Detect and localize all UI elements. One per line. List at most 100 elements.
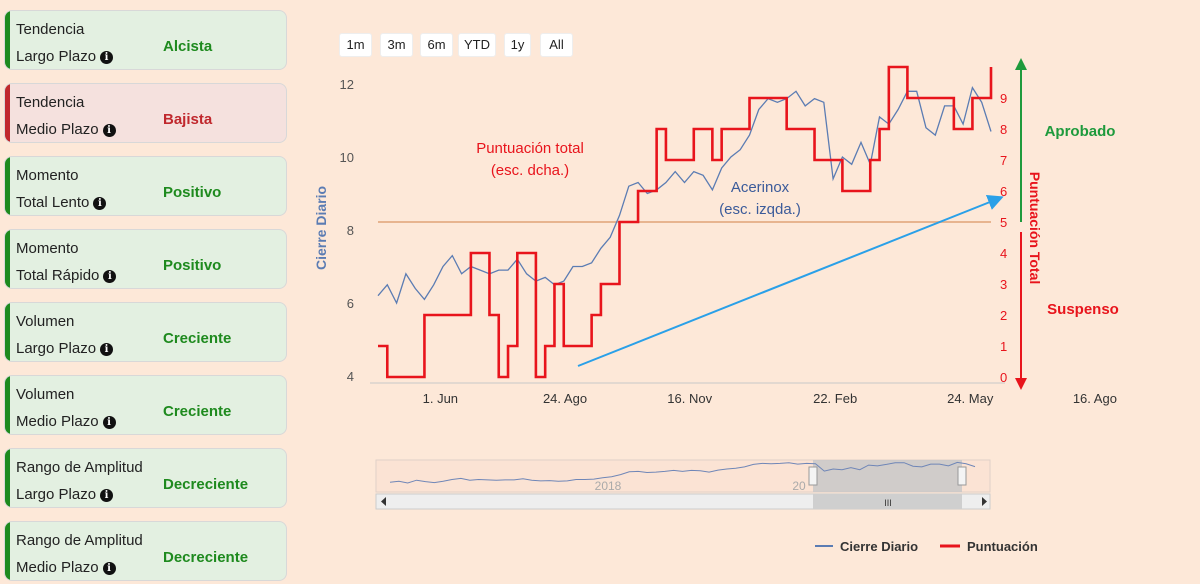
info-icon[interactable]: i [103, 270, 117, 283]
indicator-status: Creciente [163, 330, 232, 347]
indicator-subtitle: Medio Plazo [16, 413, 99, 430]
info-icon[interactable]: i [100, 489, 114, 502]
price-score-chart: 1. Jun 24. Ago 16. Nov 22. Feb 24. May 16. Ag… [313, 58, 1119, 554]
indicator-status: Decreciente [163, 549, 249, 566]
y2-tick-label: 3 [1000, 277, 1007, 292]
range-button-1m[interactable]: 1m [339, 33, 372, 57]
indicator-accent-bar [5, 449, 10, 507]
indicator-subtitle: Largo Plazo [16, 48, 97, 65]
indicator-accent-bar [5, 376, 10, 434]
range-button-3m[interactable]: 3m [380, 33, 413, 57]
indicator-subtitle-row: Medio Plazo i [16, 121, 116, 138]
navigator-handle-right[interactable] [957, 466, 967, 486]
indicator-subtitle: Total Rápido [16, 267, 100, 284]
navigator-year-label: 2018 [595, 479, 622, 493]
approved-arrow-head [1015, 58, 1027, 70]
indicator-subtitle: Largo Plazo [16, 486, 97, 503]
score-annotation: Puntuación total [476, 140, 584, 157]
y2-tick-label: 2 [1000, 308, 1007, 323]
legend-close-label: Cierre Diario [840, 539, 918, 554]
indicator-card: Rango de Amplitud Medio Plazo i Decreciente [4, 521, 287, 581]
info-icon[interactable]: i [100, 343, 114, 356]
range-button-all[interactable]: All [540, 33, 573, 57]
approved-label: Aprobado [1045, 123, 1116, 140]
failed-arrow-head [1015, 378, 1027, 390]
info-icon[interactable]: i [102, 416, 116, 429]
indicator-subtitle: Medio Plazo [16, 559, 99, 576]
indicator-status: Positivo [163, 184, 222, 201]
indicator-accent-bar [5, 522, 10, 580]
indicator-subtitle: Total Lento [16, 194, 90, 211]
scrollbar-thumb[interactable] [813, 494, 962, 509]
indicator-title: Tendencia [16, 21, 85, 38]
indicator-title: Momento [16, 240, 79, 257]
indicator-title: Volumen [16, 313, 75, 330]
failed-label: Suspenso [1047, 301, 1119, 318]
info-icon[interactable]: i [93, 197, 107, 210]
x-tick-label: 1. Jun [423, 391, 458, 406]
indicator-title: Rango de Amplitud [16, 459, 143, 476]
indicator-status: Decreciente [163, 476, 249, 493]
trend-arrow [577, 195, 1004, 367]
y2-axis-title: Puntuación Total [1027, 172, 1043, 285]
y-tick-label: 8 [347, 223, 354, 238]
indicator-card: Momento Total Rápido i Positivo [4, 229, 287, 289]
indicator-status: Creciente [163, 403, 232, 420]
navigator-selection [813, 460, 962, 492]
scroll-left-icon[interactable] [381, 497, 386, 506]
close-annotation-scale: (esc. izqda.) [719, 201, 801, 218]
navigator-line [389, 461, 976, 484]
info-icon[interactable]: i [100, 51, 114, 64]
indicator-accent-bar [5, 230, 10, 288]
scroll-right-icon[interactable] [982, 497, 987, 506]
score-annotation-scale: (esc. dcha.) [491, 162, 569, 179]
indicator-accent-bar [5, 157, 10, 215]
navigator-year-label: 20 [792, 479, 806, 493]
indicator-subtitle: Medio Plazo [16, 121, 99, 138]
x-tick-label: 22. Feb [813, 391, 857, 406]
indicator-accent-bar [5, 84, 10, 142]
info-icon[interactable]: i [102, 124, 116, 137]
indicator-card: Tendencia Largo Plazo i Alcista [4, 10, 287, 70]
y2-tick-label: 0 [1000, 370, 1007, 385]
y2-tick-label: 7 [1000, 153, 1007, 168]
indicator-card: Tendencia Medio Plazo i Bajista [4, 83, 287, 143]
y-tick-label: 4 [347, 369, 354, 384]
indicator-card: Rango de Amplitud Largo Plazo i Decreciente [4, 448, 287, 508]
indicator-accent-bar [5, 303, 10, 361]
indicator-subtitle-row: Medio Plazo i [16, 559, 116, 576]
navigator-handle-left[interactable] [808, 466, 818, 486]
y2-tick-label: 9 [1000, 91, 1007, 106]
y-tick-label: 10 [340, 150, 354, 165]
indicator-status: Bajista [163, 111, 213, 128]
y-tick-label: 12 [340, 77, 354, 92]
legend-score-label: Puntuación [967, 539, 1038, 554]
indicator-subtitle-row: Total Rápido i [16, 267, 117, 284]
indicator-title: Volumen [16, 386, 75, 403]
indicator-card: Volumen Medio Plazo i Creciente [4, 375, 287, 435]
indicator-subtitle-row: Largo Plazo i [16, 48, 114, 65]
range-button-6m[interactable]: 6m [420, 33, 453, 57]
indicator-subtitle-row: Largo Plazo i [16, 340, 114, 357]
x-tick-label: 16. Ago [1073, 391, 1117, 406]
indicator-title: Momento [16, 167, 79, 184]
indicator-subtitle-row: Largo Plazo i [16, 486, 114, 503]
indicator-status: Alcista [163, 38, 213, 55]
indicator-title: Tendencia [16, 94, 85, 111]
range-button-1y[interactable]: 1y [504, 33, 531, 57]
y2-tick-label: 1 [1000, 339, 1007, 354]
close-annotation: Acerinox [731, 179, 790, 196]
indicator-title: Rango de Amplitud [16, 532, 143, 549]
y2-tick-label: 8 [1000, 122, 1007, 137]
info-icon[interactable]: i [102, 562, 116, 575]
x-tick-label: 16. Nov [667, 391, 712, 406]
indicator-subtitle: Largo Plazo [16, 340, 97, 357]
indicator-subtitle-row: Total Lento i [16, 194, 107, 211]
x-tick-label: 24. May [947, 391, 994, 406]
range-button-ytd[interactable]: YTD [458, 33, 496, 57]
y2-tick-label: 4 [1000, 246, 1007, 261]
indicator-card: Volumen Largo Plazo i Creciente [4, 302, 287, 362]
indicator-status: Positivo [163, 257, 222, 274]
y2-tick-label: 5 [1000, 215, 1007, 230]
indicator-subtitle-row: Medio Plazo i [16, 413, 116, 430]
